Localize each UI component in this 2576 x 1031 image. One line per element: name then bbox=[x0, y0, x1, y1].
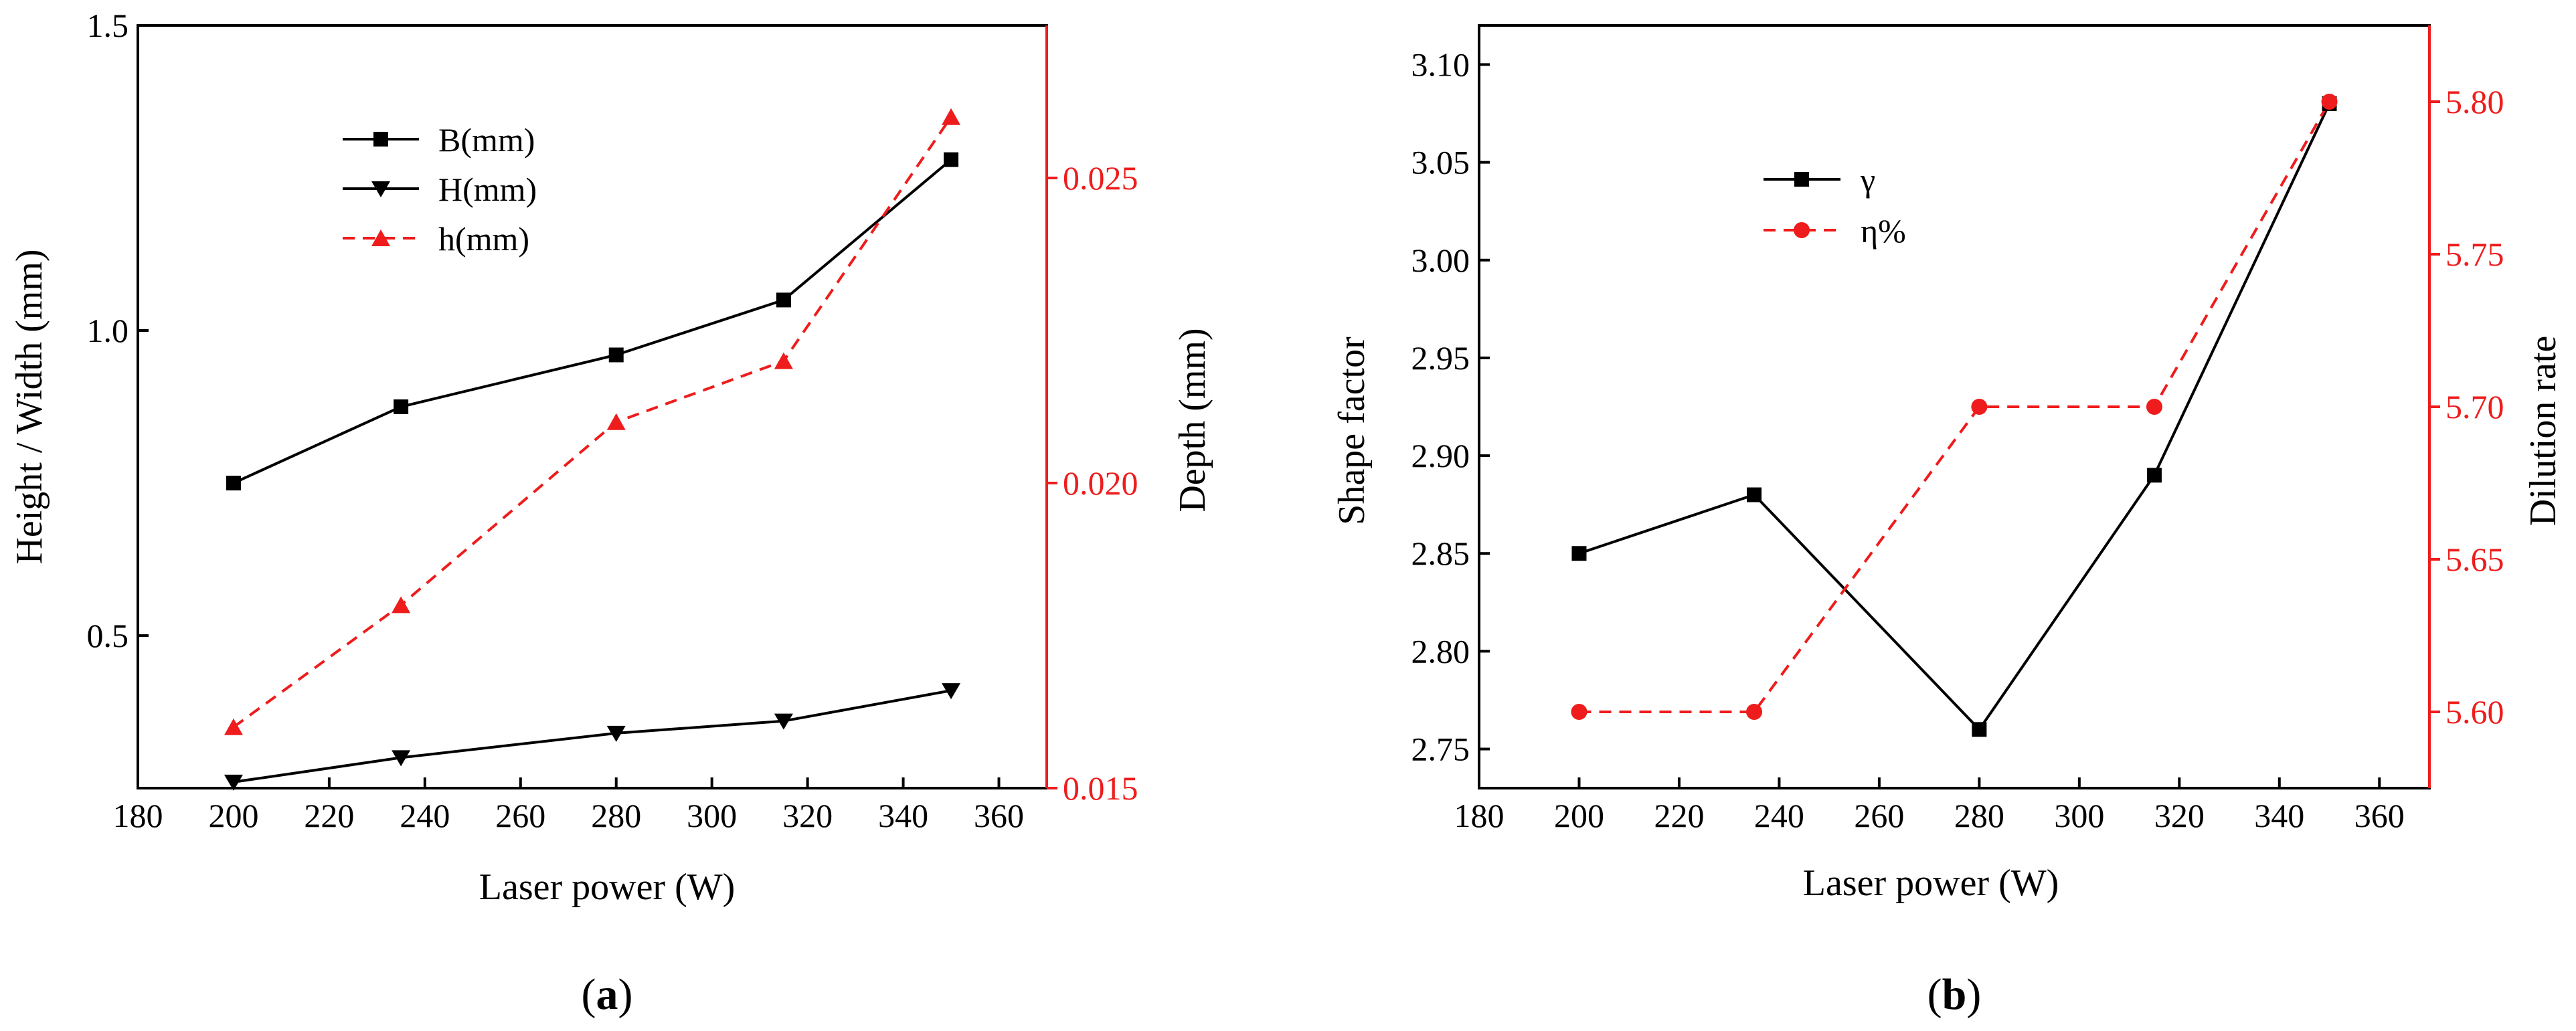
panel-a-x-tick-label: 200 bbox=[208, 797, 258, 834]
panel-a-y-left-tick-label: 0.5 bbox=[87, 617, 129, 654]
panel-a-x-tick-label: 260 bbox=[495, 797, 545, 834]
panel-b-plot-frame bbox=[1478, 24, 2431, 789]
panel-b-series-1-point bbox=[1747, 487, 1762, 502]
legend-gamma-label: γ bbox=[1860, 161, 1875, 199]
legend-eta-label: η% bbox=[1861, 212, 1906, 250]
panel-a-x-tick-label: 360 bbox=[974, 797, 1024, 834]
panel-b-x-tick-label: 320 bbox=[2154, 797, 2205, 834]
panel-a-x-tick-label: 220 bbox=[304, 797, 354, 834]
panel-a-series-2-point bbox=[774, 713, 793, 730]
panel-b-y-left-tick-label: 3.00 bbox=[1411, 242, 1470, 279]
panel-b-ylabel-left: Shape factor bbox=[1331, 337, 1373, 525]
panel-b-series-1-point bbox=[1571, 546, 1587, 561]
panel-a-right-axis-line bbox=[1045, 25, 1048, 788]
panel-a-y-right-tick-label: 0.015 bbox=[1063, 769, 1138, 807]
panel-a-series-3-line bbox=[232, 116, 952, 729]
panel-b-y-left-tick-label: 3.05 bbox=[1411, 144, 1470, 181]
legend-b-label: B(mm) bbox=[438, 121, 535, 159]
panel-a-series-3-point bbox=[606, 413, 626, 430]
panel-b-x-tick-label: 200 bbox=[1554, 797, 1604, 834]
panel-b-series-2-point bbox=[1571, 704, 1587, 720]
panel-a-x-tick-label: 180 bbox=[113, 797, 163, 834]
panel-b-x-tick-label: 280 bbox=[1954, 797, 2004, 834]
panel-a-series-1-point bbox=[608, 347, 624, 363]
panel-b-series-2-point bbox=[1746, 704, 1763, 720]
panel-b-x-tick-label: 180 bbox=[1454, 797, 1505, 834]
panel-a-series-2-line bbox=[233, 689, 952, 783]
panel-b-series-1-line bbox=[1578, 103, 2331, 732]
panel-b-x-tick-label: 340 bbox=[2254, 797, 2304, 834]
legend-eta-marker bbox=[1794, 222, 1810, 238]
panel-a-x-tick-label: 300 bbox=[687, 797, 737, 834]
panel-b-y-left-tick-label: 2.90 bbox=[1411, 437, 1470, 474]
panel-b-y-right-tick-label: 5.80 bbox=[2445, 83, 2504, 120]
panel-a-x-tick-label: 240 bbox=[400, 797, 450, 834]
panel-a-series-2-point bbox=[942, 683, 961, 700]
panel-b-series-1-point bbox=[1972, 722, 1987, 737]
panel-b: 180 200 220 240 260 280 300 320 340 360 2.75 2.80 2… bbox=[1331, 24, 2564, 1019]
panel-b-y-left-tick-label: 2.85 bbox=[1411, 535, 1470, 572]
panel-b-y-left-tick-label: 2.80 bbox=[1411, 632, 1470, 670]
legend-hcap-marker bbox=[371, 181, 390, 197]
panel-a-series-1-point bbox=[226, 476, 241, 490]
panel-a-series-2-point bbox=[606, 725, 626, 742]
panel-b-y-left-tick-label: 3.10 bbox=[1411, 45, 1470, 83]
panel-b-x-tick-label: 220 bbox=[1654, 797, 1704, 834]
legend-gamma-marker bbox=[1794, 172, 1809, 187]
panel-a-x-tick-label: 320 bbox=[782, 797, 833, 834]
legend-h-label: h(mm) bbox=[438, 220, 529, 258]
panel-b-x-tick-label: 240 bbox=[1754, 797, 1804, 834]
panel-b-x-tick-label: 260 bbox=[1854, 797, 1904, 834]
panel-a-y-left-tick-label: 1.5 bbox=[87, 7, 129, 44]
panel-a: 180 200 220 240 260 280 300 320 340 360 0.5 1.0 1.5… bbox=[9, 7, 1213, 1019]
panel-a-series-3-point bbox=[224, 718, 243, 735]
panel-a-ylabel-left: Height / Width (mm) bbox=[9, 249, 50, 564]
panel-a-series-1-point bbox=[394, 399, 409, 414]
panel-b-series-2-point bbox=[2146, 399, 2162, 415]
legend-b-marker bbox=[373, 132, 388, 147]
panel-a-series-2-point bbox=[224, 774, 243, 791]
panel-a-series-3-point bbox=[392, 596, 411, 614]
panel-b-x-tick-label: 360 bbox=[2354, 797, 2405, 834]
panel-b-series-1-point bbox=[2146, 468, 2162, 483]
panel-b-y-right-tick-label: 5.75 bbox=[2445, 236, 2504, 273]
panel-a-caption: (a) bbox=[582, 970, 633, 1019]
panel-b-y-right-tick-label: 5.70 bbox=[2445, 388, 2504, 426]
panel-b-series-2-point bbox=[2321, 94, 2338, 110]
panel-b-xlabel: Laser power (W) bbox=[1803, 862, 2059, 904]
panel-b-y-right-tick-label: 5.65 bbox=[2445, 541, 2504, 578]
panel-a-legend: B(mm) H(mm) h(mm) bbox=[343, 121, 537, 258]
panel-a-plot-frame bbox=[137, 24, 1048, 789]
panel-a-series-2-point bbox=[392, 750, 411, 767]
panel-a-series-1-line bbox=[233, 159, 952, 484]
legend-hcap-label: H(mm) bbox=[438, 171, 537, 208]
panel-a-y-right-tick-label: 0.020 bbox=[1063, 464, 1138, 502]
panel-b-y-right-tick-label: 5.60 bbox=[2445, 693, 2504, 731]
panel-b-caption: (b) bbox=[1927, 970, 1982, 1019]
panel-a-series-3-point bbox=[942, 108, 961, 125]
panel-a-series-1-point bbox=[776, 292, 791, 308]
panel-b-series-2-point bbox=[1971, 399, 1988, 415]
panel-a-x-tick-label: 280 bbox=[591, 797, 641, 834]
panel-a-series-1-point bbox=[944, 152, 959, 167]
panel-a-y-right-tick-label: 0.025 bbox=[1063, 159, 1138, 197]
panel-b-legend: γ η% bbox=[1764, 161, 1906, 250]
panel-a-series-3-point bbox=[774, 352, 793, 369]
panel-b-y-left-tick-label: 2.95 bbox=[1411, 339, 1470, 377]
panel-b-series-2-line bbox=[1579, 101, 2331, 713]
panel-b-y-left-tick-label: 2.75 bbox=[1411, 731, 1470, 768]
panel-a-xlabel: Laser power (W) bbox=[479, 866, 735, 908]
legend-h-marker bbox=[371, 229, 390, 246]
panel-a-x-tick-label: 340 bbox=[878, 797, 928, 834]
panel-b-x-tick-label: 300 bbox=[2054, 797, 2104, 834]
panel-b-ylabel-right: Dilution rate bbox=[2522, 336, 2564, 527]
panel-a-ylabel-right: Depth (mm) bbox=[1172, 328, 1213, 512]
panel-a-y-left-tick-label: 1.0 bbox=[87, 312, 129, 349]
